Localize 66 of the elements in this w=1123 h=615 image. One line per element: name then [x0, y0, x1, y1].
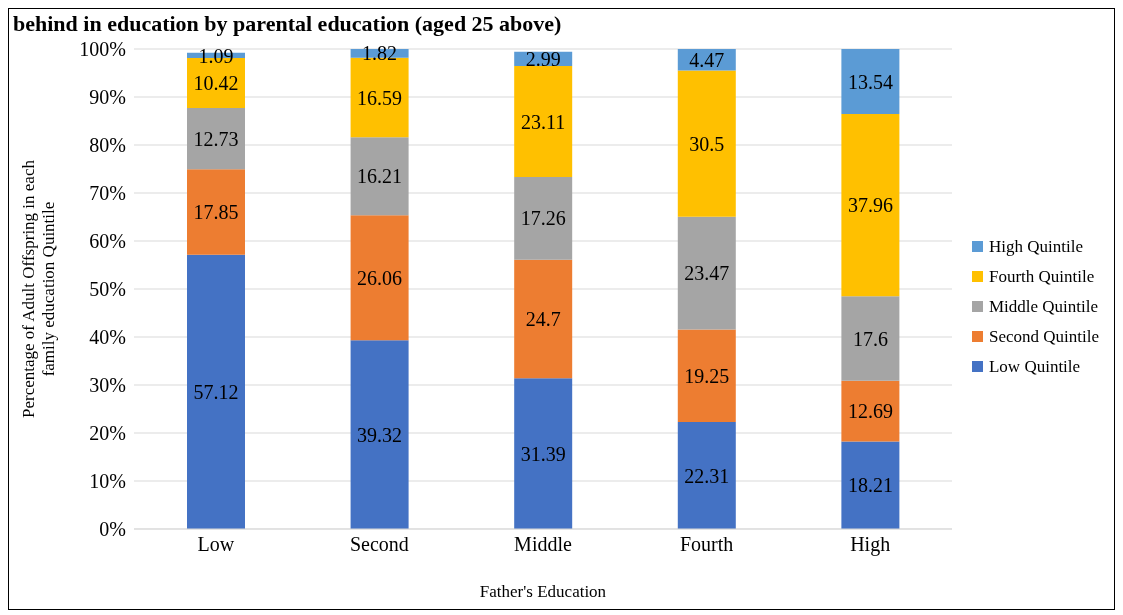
data-label: 13.54 [847, 70, 893, 93]
data-label: 18.21 [847, 474, 893, 497]
data-label: 24.7 [525, 308, 561, 331]
x-tick-label: Middle [514, 533, 572, 556]
bar [677, 216, 736, 330]
data-label: 17.85 [193, 201, 239, 224]
y-tick-label: 20% [89, 422, 126, 445]
bar [514, 176, 573, 260]
data-label: 22.31 [684, 464, 730, 487]
legend-label: Low Quintile [988, 356, 1081, 377]
y-tick-label: 0% [99, 518, 126, 541]
legend-label: Fourth Quintile [988, 266, 1095, 287]
y-tick-label: 50% [89, 278, 126, 301]
x-tick-label: Low [197, 533, 235, 556]
data-label: 17.26 [520, 207, 566, 230]
x-axis-title: Father's Education [479, 582, 607, 601]
x-tick-label: High [850, 533, 891, 557]
bar [841, 296, 900, 381]
bar [187, 108, 245, 170]
y-tick-label: 80% [89, 134, 126, 157]
data-label: 31.39 [520, 442, 566, 465]
legend-label: Second Quintile [988, 326, 1099, 347]
chart-title: behind in education by parental education (aged 25 above) [13, 11, 562, 37]
data-label: 2.99 [525, 47, 561, 70]
data-label: 17.6 [852, 327, 888, 350]
bar [350, 137, 409, 216]
data-label: 16.21 [357, 165, 403, 188]
data-label: 37.96 [847, 194, 893, 217]
data-label: 16.59 [357, 86, 403, 109]
legend-label: Middle Quintile [988, 296, 1099, 317]
bar [841, 49, 900, 114]
bar [187, 169, 245, 255]
y-tick-label: 40% [89, 326, 126, 349]
x-tick-label: Second [349, 533, 409, 556]
bar [514, 378, 573, 529]
bar [350, 215, 409, 341]
data-label: 12.73 [193, 127, 239, 150]
bar [677, 421, 736, 529]
y-axis-title: Percentage of Adult Offspring in each family education Quintile [19, 159, 58, 418]
data-label: 39.32 [357, 423, 403, 446]
y-tick-label: 100% [79, 38, 126, 61]
bar [350, 340, 409, 529]
data-label: 30.5 [689, 132, 725, 155]
y-tick-label: 70% [89, 182, 126, 205]
x-tick-label: Fourth [679, 533, 734, 556]
data-label: 23.11 [521, 110, 566, 133]
bar [187, 254, 245, 529]
data-label: 10.42 [193, 72, 239, 95]
data-label: 4.47 [689, 48, 725, 71]
bar [677, 70, 736, 217]
bar [514, 259, 573, 379]
y-tick-label: 60% [89, 230, 126, 253]
data-label: 12.69 [847, 400, 893, 423]
data-label: 57.12 [193, 381, 239, 404]
bar [677, 329, 736, 422]
legend-label: High Quintile [988, 236, 1083, 257]
data-label: 23.47 [684, 262, 730, 285]
bar [514, 65, 573, 177]
bar [841, 380, 900, 442]
bar [841, 441, 900, 529]
data-label: 26.06 [357, 266, 403, 289]
data-label: 19.25 [684, 364, 730, 387]
y-tick-label: 90% [89, 86, 126, 109]
bar [841, 113, 900, 297]
y-tick-label: 10% [89, 470, 126, 493]
y-tick-label: 30% [89, 374, 126, 397]
